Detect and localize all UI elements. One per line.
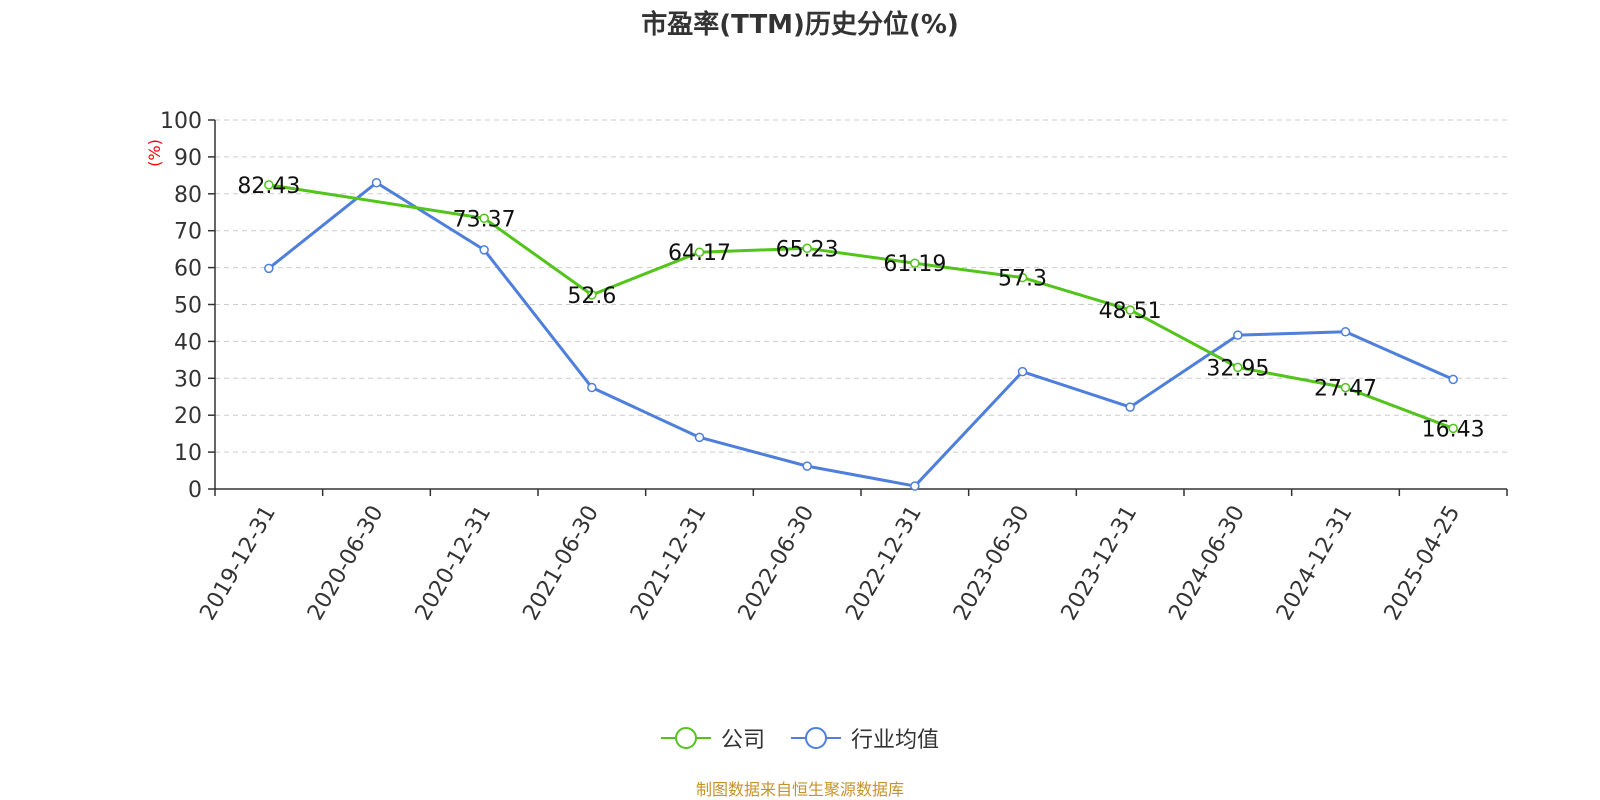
data-point-company xyxy=(802,243,812,254)
data-point-industry xyxy=(479,245,489,255)
series-line-industry xyxy=(267,181,1454,488)
data-point-company xyxy=(587,290,597,300)
data-point-industry xyxy=(264,263,274,274)
data-point-company xyxy=(1448,423,1458,434)
data-point-company xyxy=(910,258,920,268)
series-line-company xyxy=(268,183,1454,430)
data-label: 57.3 xyxy=(998,267,1047,292)
y-axis-label: (%) xyxy=(145,139,164,167)
x-tick-label: 2025-04-25 xyxy=(1380,502,1466,625)
data-point-company xyxy=(479,213,489,224)
data-point-company xyxy=(694,247,705,257)
y-tick-label: 0 xyxy=(188,478,202,503)
data-label: 27.47 xyxy=(1314,377,1377,402)
x-tick-label: 2019-12-31 xyxy=(195,502,281,625)
y-tick-label: 70 xyxy=(174,220,202,245)
y-tick-label: 100 xyxy=(160,109,202,134)
source-note: 制图数据来自恒生聚源数据库 xyxy=(695,780,904,799)
x-tick-label: 2024-12-31 xyxy=(1272,502,1358,625)
data-label: 52.6 xyxy=(567,284,616,309)
y-tick-label: 60 xyxy=(174,257,202,282)
x-tick-label: 2023-12-31 xyxy=(1057,502,1143,625)
y-tick-labels: 0 10 20 30 40 50 60 70 80 90 100 xyxy=(160,109,202,503)
data-label: 16.43 xyxy=(1422,417,1485,442)
data-point-company xyxy=(1340,382,1351,393)
chart-title: 市盈率(TTM)历史分位(%) xyxy=(641,10,959,40)
data-point-industry xyxy=(1017,366,1028,377)
data-point-industry xyxy=(371,177,382,188)
legend-label-company: 公司 xyxy=(720,728,765,753)
legend-item-company[interactable]: 公司 xyxy=(660,722,765,754)
data-point-industry xyxy=(1340,327,1351,337)
legend-industry-icon xyxy=(791,727,841,749)
x-tick-label: 2020-06-30 xyxy=(303,502,389,625)
x-tick-label: 2022-12-31 xyxy=(841,501,927,624)
legend-company-icon xyxy=(660,727,711,749)
legend-item-industry[interactable]: 行业均值 xyxy=(791,722,939,754)
data-labels: 82.43 73.37 52.6 64.17 65.23 61.19 57.3 48.51 32… xyxy=(237,174,1484,443)
x-tick-label: 2023-06-30 xyxy=(949,502,1035,625)
data-point-industry xyxy=(910,481,920,491)
x-tick-labels: 2019-12-31 2020-06-30 2020-12-31 2021-06-30… xyxy=(195,501,1465,624)
data-point-industry xyxy=(1125,402,1135,412)
y-tick-label: 80 xyxy=(174,183,202,208)
y-tick-label: 10 xyxy=(174,441,202,466)
data-label: 48.51 xyxy=(1099,299,1162,324)
data-label: 64.17 xyxy=(668,241,731,266)
data-point-company xyxy=(1125,305,1135,315)
data-point-company xyxy=(1017,272,1028,283)
data-point-company xyxy=(264,180,274,190)
y-tick-label: 30 xyxy=(174,367,202,392)
y-tick-label: 20 xyxy=(174,404,202,429)
data-label: 65.23 xyxy=(776,237,839,262)
y-tick-label: 40 xyxy=(174,330,202,355)
legend-label-industry: 行业均值 xyxy=(851,728,940,753)
axes xyxy=(208,119,1508,496)
gridlines xyxy=(215,119,1507,453)
data-label: 82.43 xyxy=(237,174,300,199)
data-label: 61.19 xyxy=(883,252,946,277)
data-label: 32.95 xyxy=(1206,356,1269,381)
data-point-industry xyxy=(1233,330,1243,340)
y-tick-label: 90 xyxy=(174,146,202,171)
data-point-company xyxy=(1233,362,1243,373)
x-tick-label: 2024-06-30 xyxy=(1164,502,1250,625)
data-point-industry xyxy=(1448,374,1458,385)
x-tick-label: 2020-12-31 xyxy=(411,501,497,624)
data-point-industry xyxy=(587,382,597,393)
series-lines xyxy=(264,177,1458,491)
x-tick-label: 2022-06-30 xyxy=(734,502,820,625)
data-point-industry xyxy=(802,461,812,471)
x-tick-label: 2021-06-30 xyxy=(518,502,604,625)
legend: 公司 行业均值 xyxy=(0,722,1600,754)
y-tick-label: 50 xyxy=(174,294,202,319)
x-tick-label: 2021-12-31 xyxy=(626,502,712,625)
data-point-industry xyxy=(694,432,705,443)
data-label: 73.37 xyxy=(453,207,516,232)
